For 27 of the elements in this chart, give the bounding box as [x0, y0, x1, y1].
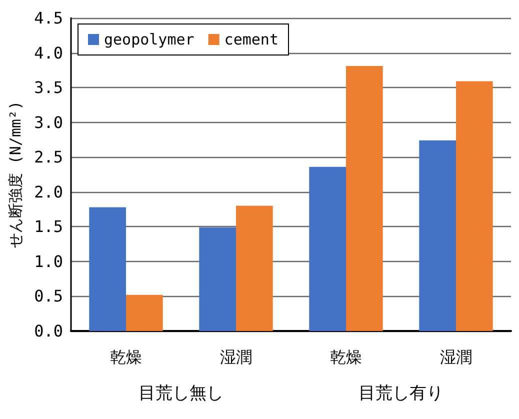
- y-axis-title: せん断強度 (N/mm²): [6, 100, 24, 248]
- text: 目荒し有り: [358, 384, 444, 404]
- legend-label: cement: [224, 30, 278, 48]
- x-tick-label: 湿潤: [220, 348, 252, 366]
- y-tick-label: 0.0: [34, 322, 63, 340]
- y-tick-label: 3.5: [34, 78, 63, 98]
- bar: [456, 81, 493, 331]
- bar: [419, 140, 456, 331]
- x-tick-label: 湿潤: [440, 348, 472, 366]
- y-tick-label: 1.0: [34, 252, 63, 271]
- y-tick-label: 2.0: [34, 182, 63, 202]
- x-tick-label: 乾燥: [110, 348, 142, 366]
- y-tick-label: 4.0: [34, 43, 63, 62]
- bar: [236, 206, 273, 331]
- x-tick-label: 乾燥: [330, 348, 362, 366]
- bar: [346, 66, 383, 331]
- bar: [199, 227, 236, 331]
- bar: [309, 166, 346, 331]
- y-tick-label: 2.5: [34, 148, 63, 167]
- y-tick-label: 3.0: [34, 112, 63, 132]
- bar: [89, 207, 126, 331]
- legend-label: geopolymer: [104, 30, 194, 48]
- y-tick-label: 1.5: [34, 217, 63, 236]
- bar: [126, 294, 163, 331]
- y-tick-label: 4.5: [34, 8, 63, 28]
- y-tick-label: 0.5: [34, 286, 63, 306]
- text: 目荒し無し: [138, 384, 224, 404]
